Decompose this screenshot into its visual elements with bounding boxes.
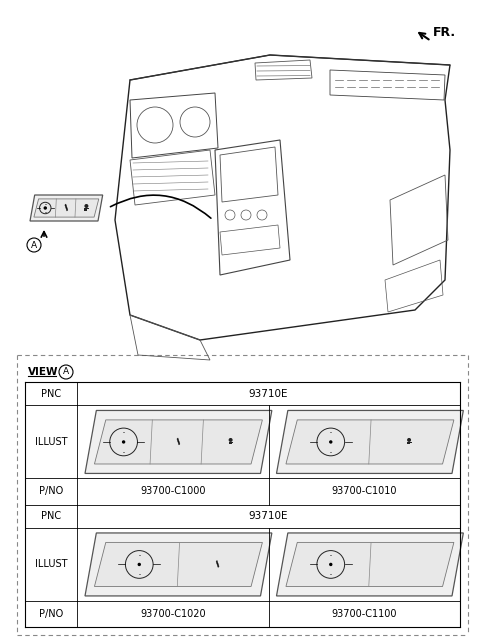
Text: VIEW: VIEW bbox=[28, 367, 59, 377]
Polygon shape bbox=[286, 543, 454, 586]
Text: 93710E: 93710E bbox=[249, 511, 288, 521]
Text: P/NO: P/NO bbox=[39, 486, 63, 497]
Polygon shape bbox=[65, 204, 68, 211]
Circle shape bbox=[44, 207, 46, 209]
Polygon shape bbox=[85, 533, 272, 596]
Circle shape bbox=[84, 204, 88, 208]
Text: PNC: PNC bbox=[41, 388, 61, 399]
Text: 93710E: 93710E bbox=[249, 388, 288, 399]
Text: ILLUST: ILLUST bbox=[35, 437, 67, 447]
Text: 93700-C1100: 93700-C1100 bbox=[332, 609, 397, 619]
Polygon shape bbox=[95, 420, 263, 464]
Circle shape bbox=[330, 441, 332, 443]
Circle shape bbox=[27, 238, 41, 252]
Text: 93700-C1010: 93700-C1010 bbox=[332, 486, 397, 497]
Polygon shape bbox=[95, 543, 263, 586]
Polygon shape bbox=[286, 420, 454, 464]
Polygon shape bbox=[276, 410, 463, 474]
Circle shape bbox=[330, 563, 332, 566]
Polygon shape bbox=[407, 442, 411, 444]
Text: P/NO: P/NO bbox=[39, 609, 63, 619]
Text: 93700-C1020: 93700-C1020 bbox=[140, 609, 205, 619]
Polygon shape bbox=[177, 438, 180, 445]
Polygon shape bbox=[30, 195, 103, 221]
Text: FR.: FR. bbox=[433, 26, 456, 38]
Text: 93700-C1000: 93700-C1000 bbox=[140, 486, 205, 497]
Circle shape bbox=[228, 438, 233, 442]
Circle shape bbox=[407, 438, 411, 442]
Polygon shape bbox=[84, 208, 89, 211]
Polygon shape bbox=[34, 199, 99, 217]
Text: A: A bbox=[63, 367, 69, 376]
Polygon shape bbox=[276, 533, 463, 596]
Circle shape bbox=[138, 563, 140, 566]
Polygon shape bbox=[228, 442, 233, 444]
Text: ILLUST: ILLUST bbox=[35, 559, 67, 570]
Circle shape bbox=[59, 365, 73, 379]
Polygon shape bbox=[216, 561, 219, 568]
Circle shape bbox=[122, 441, 125, 443]
Text: PNC: PNC bbox=[41, 511, 61, 521]
Text: A: A bbox=[31, 241, 37, 250]
Polygon shape bbox=[85, 410, 272, 474]
